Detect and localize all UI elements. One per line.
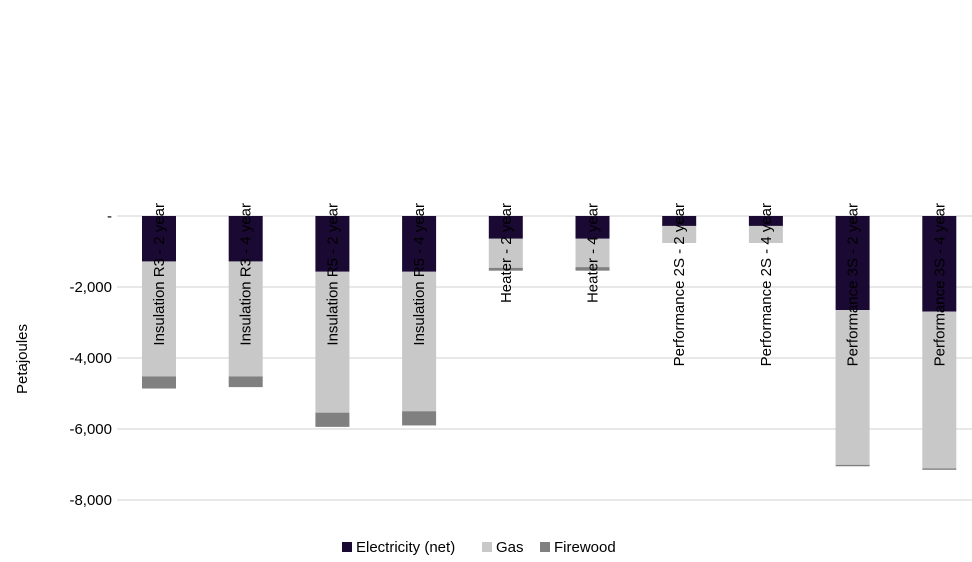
bar-segment-electricity-net <box>835 216 870 311</box>
legend-label: Gas <box>496 539 524 556</box>
legend-swatch <box>482 542 492 552</box>
bar-segment-electricity-net <box>488 216 523 239</box>
category-label: Performance 3S - 2 year <box>845 203 862 366</box>
category-label: Heater - 4 year <box>585 203 602 303</box>
bar-segment-gas <box>315 271 350 413</box>
category-label: Insulation R5 - 4 year <box>411 203 428 346</box>
bar-segment-electricity-net <box>228 216 263 262</box>
bar-segment-electricity-net <box>142 216 176 262</box>
category-label: Insulation R3 - 4 year <box>238 203 255 346</box>
bar-segment-electricity-net <box>402 216 437 272</box>
bar-segment-gas <box>402 271 437 412</box>
legend-label: Electricity (net) <box>356 539 455 556</box>
bar-segment-firewood <box>315 412 350 427</box>
bar-segment-firewood <box>142 376 176 389</box>
category-label: Heater - 2 year <box>498 203 515 303</box>
bar-segment-gas <box>488 238 523 268</box>
bar-segment-electricity-net <box>748 216 783 226</box>
category-label: Performance 2S - 2 year <box>671 203 688 366</box>
y-tick-label: -4,000 <box>69 350 112 367</box>
bar-segment-electricity-net <box>662 216 697 226</box>
bar-segment-gas <box>835 310 870 465</box>
bar-segment-electricity-net <box>575 216 610 239</box>
y-tick-label: -2,000 <box>69 279 112 296</box>
bar-segment-gas <box>922 311 957 469</box>
legend-swatch <box>540 542 550 552</box>
bar-segment-gas <box>575 238 610 268</box>
bar-segment-gas <box>662 225 697 243</box>
bar-segment-gas <box>228 261 263 377</box>
bar-segment-firewood <box>575 267 610 271</box>
bars <box>142 216 957 470</box>
bar-segment-firewood <box>922 468 957 470</box>
category-label: Insulation R3 - 2 year <box>151 203 168 346</box>
y-tick-label: - <box>107 208 112 225</box>
legend-label: Firewood <box>554 539 616 556</box>
category-labels: Insulation R3 - 2 year Insulation R3 - 4 … <box>151 203 948 366</box>
category-label: Performance 2S - 4 year <box>758 203 775 366</box>
bar-segment-gas <box>142 261 176 377</box>
bar-segment-firewood <box>835 464 870 467</box>
bar-segment-electricity-net <box>315 216 350 272</box>
bar-segment-firewood <box>488 267 523 271</box>
y-tick-label: -6,000 <box>69 421 112 438</box>
legend: Electricity (net) Gas Firewood <box>342 539 616 556</box>
bar-segment-firewood <box>228 376 263 388</box>
bar-segment-firewood <box>402 411 437 426</box>
legend-swatch <box>342 542 352 552</box>
category-label: Insulation R5 - 2 year <box>324 203 341 346</box>
y-axis-label: Petajoules <box>14 324 31 394</box>
y-axis-ticks: - -2,000 -4,000 -6,000 -8,000 <box>69 208 112 509</box>
bar-segment-gas <box>748 225 783 243</box>
category-label: Performance 3S - 4 year <box>931 203 948 366</box>
bar-segment-electricity-net <box>922 216 957 312</box>
y-tick-label: -8,000 <box>69 492 112 509</box>
